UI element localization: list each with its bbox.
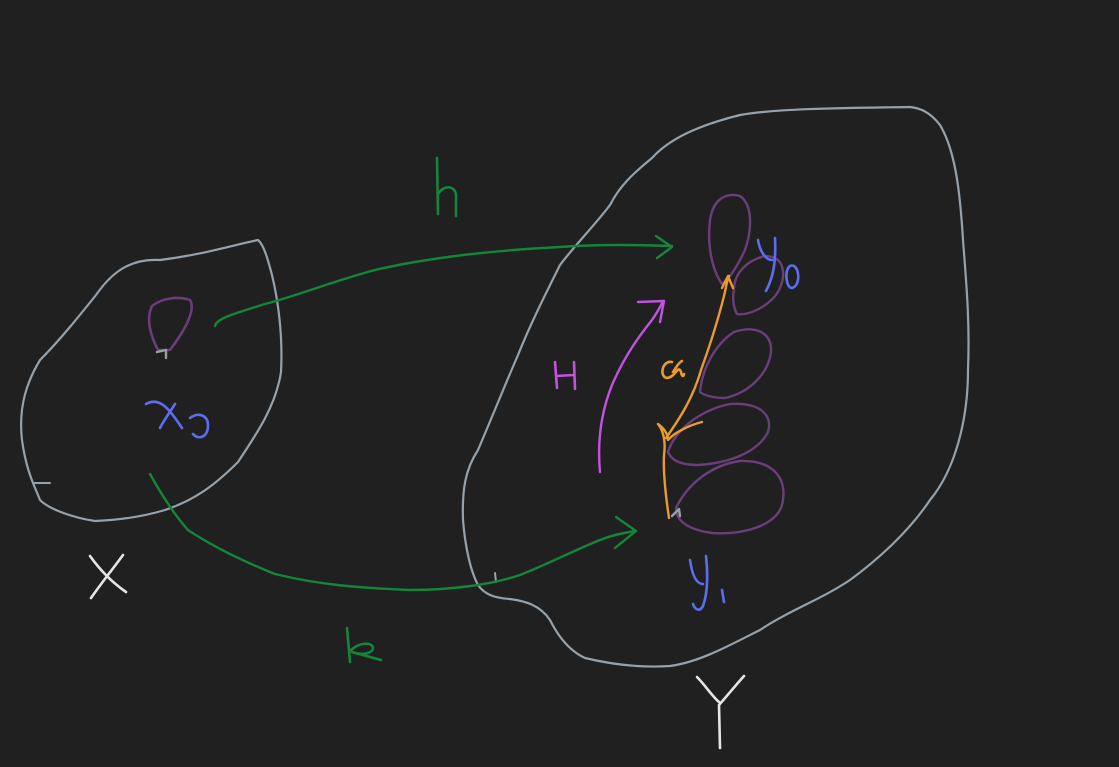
label-y1-glyph — [688, 554, 726, 611]
label-k-glyph — [345, 626, 383, 664]
label-h-glyph — [435, 156, 458, 218]
map-k-arrow — [148, 472, 638, 592]
label-y0-glyph — [756, 236, 800, 293]
space-y-outline — [461, 105, 970, 668]
path-alpha-head — [720, 274, 735, 290]
path-alpha — [656, 420, 704, 520]
homotopy-arrow — [597, 301, 664, 474]
loop-y-bottom — [674, 459, 785, 535]
label-Y-glyph — [695, 674, 746, 750]
label-x0-glyph — [144, 400, 210, 439]
map-k-arrowhead — [613, 515, 638, 550]
loop-x — [147, 296, 193, 352]
loop-y-fourth — [666, 402, 771, 467]
label-X-glyph — [88, 553, 128, 600]
label-H-glyph — [553, 360, 577, 391]
path-alpha-upper — [664, 274, 731, 440]
basepoint-x0-mark — [155, 348, 168, 360]
label-alpha-glyph — [661, 359, 686, 380]
space-x-outline — [20, 238, 283, 523]
loop-y-third — [698, 328, 773, 400]
basepoint-y1-mark — [670, 507, 682, 518]
map-h-arrowhead — [654, 234, 674, 260]
map-h-arrow — [213, 243, 674, 328]
loop-y-second — [731, 254, 785, 316]
homotopy-arrowhead — [636, 299, 666, 324]
loop-y-top — [707, 193, 752, 286]
